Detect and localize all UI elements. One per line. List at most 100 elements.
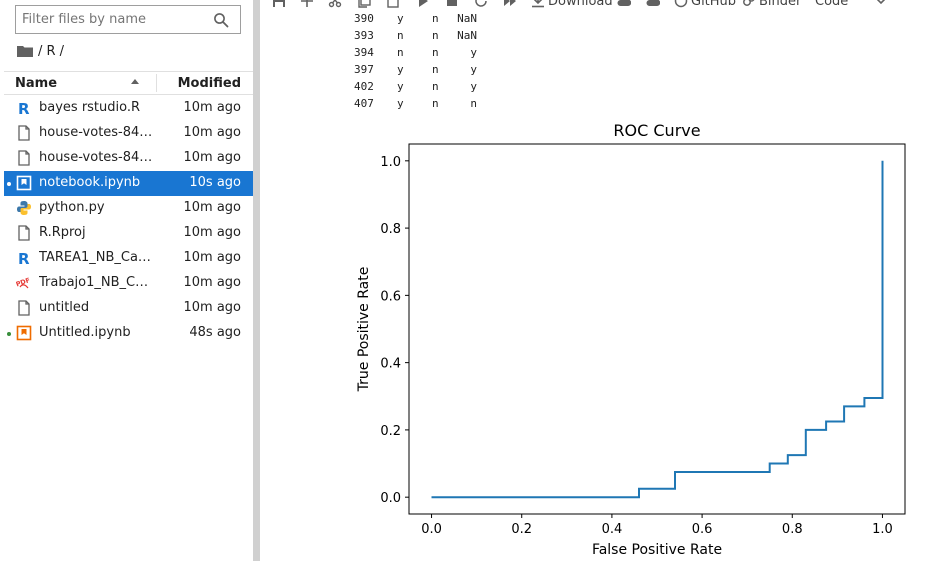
row-index: 394	[354, 46, 374, 59]
file-modified: 10m ago	[183, 250, 241, 265]
file-name: python.py	[39, 200, 105, 215]
fast-forward-icon	[504, 0, 516, 6]
table-cell: NaN	[457, 29, 477, 42]
notebook-icon	[16, 325, 32, 341]
file-modified: 48s ago	[189, 325, 241, 340]
svg-text:PDF: PDF	[16, 276, 31, 289]
cell-type-dropdown-toggle[interactable]	[874, 0, 888, 9]
file-filter-box[interactable]	[15, 5, 241, 34]
file-row[interactable]: R TAREA1_NB_Carlos.R 10m ago	[4, 246, 253, 271]
sort-ascending-icon[interactable]	[130, 75, 140, 89]
x-tick-label: 0.2	[511, 522, 532, 537]
binder-button[interactable]: Binder	[742, 0, 801, 9]
file-row[interactable]: house-votes-84.names 10m ago	[4, 146, 253, 171]
cut-button[interactable]	[328, 0, 342, 9]
file-modified: 10m ago	[183, 100, 241, 115]
copy-button[interactable]	[357, 0, 371, 9]
download-label: Download	[548, 0, 613, 9]
chart-title: ROC Curve	[613, 121, 700, 140]
table-cell: n	[432, 97, 439, 110]
run-cell-button[interactable]	[416, 0, 430, 9]
column-divider	[156, 74, 157, 92]
file-name: house-votes-84.names	[39, 150, 155, 165]
running-indicator	[7, 332, 11, 336]
breadcrumb-path[interactable]: / R /	[38, 43, 65, 59]
cloud-download-button[interactable]	[646, 0, 660, 9]
file-modified: 10m ago	[183, 200, 241, 215]
stop-icon	[447, 0, 457, 6]
table-cell: y	[397, 80, 404, 93]
name-column-header[interactable]: Name	[15, 76, 58, 91]
breadcrumb[interactable]: / R /	[17, 42, 64, 60]
download-button[interactable]: Download	[531, 0, 613, 9]
notebook-panel: Download GitHub Binder Code 390 y n NaN 393 n…	[260, 0, 948, 561]
table-cell: n	[432, 46, 439, 59]
table-row: 390 y n NaN	[354, 12, 484, 29]
binder-label: Binder	[759, 0, 802, 9]
run-all-button[interactable]	[503, 0, 517, 9]
x-tick-label: 0.0	[421, 522, 442, 537]
cell-type-value: Code	[815, 0, 849, 9]
row-index: 397	[354, 63, 374, 76]
folder-icon[interactable]	[17, 45, 33, 57]
file-filter-input[interactable]	[22, 6, 202, 33]
file-modified: 10s ago	[189, 175, 241, 190]
table-cell: n	[432, 80, 439, 93]
github-icon	[674, 0, 688, 8]
pdf-icon: PDF	[16, 276, 31, 289]
notebook-icon	[16, 175, 32, 191]
panel-resize-handle[interactable]	[253, 0, 260, 561]
r-file-icon: R	[18, 100, 30, 116]
table-cell: y	[470, 46, 477, 59]
file-row[interactable]: untitled 10m ago	[4, 296, 253, 321]
file-row[interactable]: Untitled.ipynb 48s ago	[4, 321, 253, 346]
table-cell: n	[432, 12, 439, 25]
insert-cell-button[interactable]	[300, 0, 314, 9]
refresh-icon	[475, 0, 487, 7]
y-tick-label: 0.4	[380, 357, 401, 372]
search-icon[interactable]	[213, 12, 229, 28]
svg-text:R: R	[18, 100, 30, 116]
table-cell: n	[432, 29, 439, 42]
cloud-upload-button[interactable]	[617, 0, 631, 9]
row-index: 390	[354, 12, 374, 25]
github-button[interactable]: GitHub	[674, 0, 736, 9]
binder-icon	[743, 0, 755, 6]
x-tick-label: 0.8	[782, 522, 803, 537]
file-row[interactable]: house-votes-84.data 10m ago	[4, 121, 253, 146]
python-icon	[17, 201, 31, 215]
cell-type-select[interactable]: Code	[812, 0, 848, 9]
file-icon	[18, 150, 30, 166]
modified-column-header[interactable]: Modified	[177, 76, 241, 91]
save-button[interactable]	[272, 0, 286, 9]
file-row[interactable]: PDF Trabajo1_NB_Carlos.pdf 10m ago	[4, 271, 253, 296]
x-tick-label: 1.0	[872, 522, 893, 537]
file-list-header: Name Modified	[4, 71, 253, 95]
table-row: 407 y n n	[354, 97, 484, 114]
cloud-icon	[646, 0, 660, 6]
interrupt-kernel-button[interactable]	[445, 0, 459, 9]
table-cell: NaN	[457, 12, 477, 25]
row-index: 402	[354, 80, 374, 93]
file-name: R.Rproj	[39, 225, 86, 240]
dataframe-output: 390 y n NaN 393 n n NaN 394 n n y 397 y n y 402 y n y 407 y n n	[354, 12, 484, 114]
file-modified: 10m ago	[183, 125, 241, 140]
restart-kernel-button[interactable]	[474, 0, 488, 9]
y-tick-label: 0.0	[380, 491, 401, 506]
file-row[interactable]: notebook.ipynb 10s ago	[4, 171, 253, 196]
file-row[interactable]: python.py 10m ago	[4, 196, 253, 221]
table-cell: n	[397, 46, 404, 59]
file-name: house-votes-84.data	[39, 125, 155, 140]
roc-curve-chart: ROC Curve 0.0 0.2 0.4 0.6 0.8 1.0 0.0 0.2 0.4 0.6 0…	[356, 121, 906, 558]
file-modified: 10m ago	[183, 150, 241, 165]
file-name: Untitled.ipynb	[39, 325, 131, 340]
row-index: 393	[354, 29, 374, 42]
running-indicator	[7, 182, 11, 186]
file-row[interactable]: R.Rproj 10m ago	[4, 221, 253, 246]
paste-button[interactable]	[386, 0, 400, 9]
table-cell: y	[397, 12, 404, 25]
table-row: 397 y n y	[354, 63, 484, 80]
file-name: Trabajo1_NB_Carlos.pdf	[39, 275, 155, 290]
